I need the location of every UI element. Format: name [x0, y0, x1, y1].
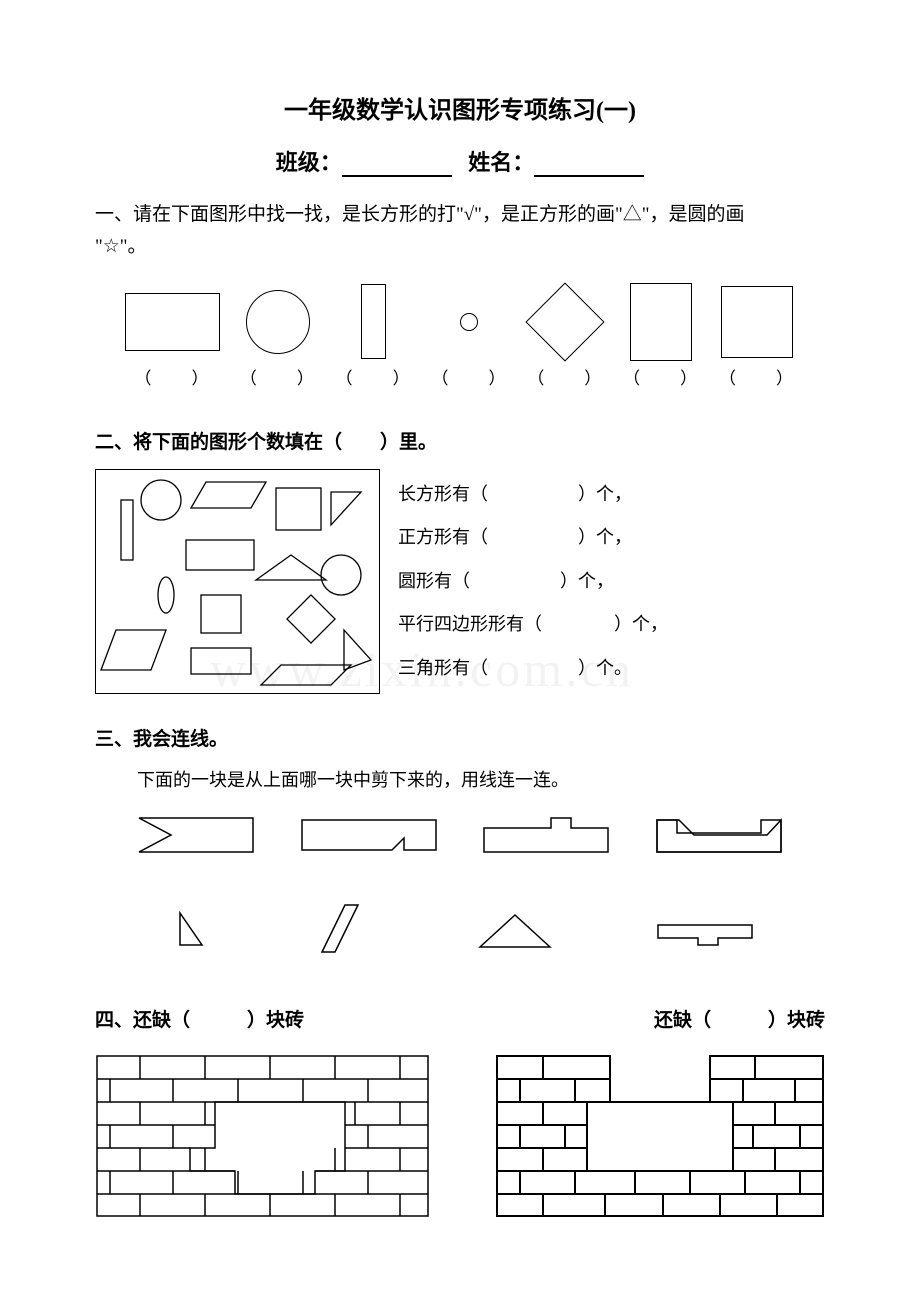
section3-subtext: 下面的一块是从上面哪一块中剪下来的，用线连一连。 — [137, 766, 825, 792]
section3-heading: 三、我会连线。 — [95, 724, 825, 756]
count-rect[interactable]: 长方形有（ ）个， — [398, 481, 825, 508]
section2-content: 长方形有（ ）个， 正方形有（ ）个， 圆形有（ ）个， 平行四边形形有（ ）个… — [95, 469, 825, 694]
paren-6[interactable]: （ ） — [623, 364, 699, 389]
cut-shape-4 — [649, 810, 789, 860]
section4-right-label[interactable]: 还缺（ ）块砖 — [654, 1005, 825, 1032]
shape-item-7: （ ） — [719, 282, 795, 389]
count-circle[interactable]: 圆形有（ ）个， — [398, 568, 825, 595]
wall-left — [95, 1054, 430, 1219]
piece-parallelogram — [310, 900, 380, 960]
cut-shape-2 — [294, 810, 444, 860]
subtitle: 班级： 姓名： — [95, 145, 825, 177]
class-label: 班级： — [276, 150, 342, 175]
shapes-collection-svg — [96, 470, 381, 695]
square-shape — [721, 286, 793, 358]
class-blank[interactable] — [342, 153, 452, 177]
tall-rectangle2-shape — [630, 283, 692, 361]
count-parallel[interactable]: 平行四边形形有（ ）个， — [398, 611, 825, 638]
section1-line1: 一、请在下面图形中找一找，是长方形的打"√"，是正方形的画"△"，是圆的画 — [95, 199, 825, 231]
shape-item-2: （ ） — [240, 282, 316, 389]
tall-rectangle-shape — [361, 284, 386, 359]
section4-left-label[interactable]: 四、还缺（ ）块砖 — [95, 1005, 304, 1032]
paren-7[interactable]: （ ） — [719, 364, 795, 389]
piece-triangle2 — [470, 905, 560, 955]
section3-top-row — [95, 810, 825, 860]
paren-1[interactable]: （ ） — [135, 364, 211, 389]
paren-2[interactable]: （ ） — [240, 364, 316, 389]
count-square[interactable]: 正方形有（ ）个， — [398, 524, 825, 551]
wall-right — [495, 1054, 825, 1219]
section1-text: 一、请在下面图形中找一找，是长方形的打"√"，是正方形的画"△"，是圆的画 "☆… — [95, 199, 825, 264]
shape-item-4: （ ） — [431, 282, 507, 389]
paren-4[interactable]: （ ） — [431, 364, 507, 389]
cut-shape-1 — [131, 810, 261, 860]
small-circle-shape — [460, 313, 478, 331]
count-list: 长方形有（ ）个， 正方形有（ ）个， 圆形有（ ）个， 平行四边形形有（ ）个… — [398, 469, 825, 694]
walls-row — [95, 1054, 825, 1219]
shape-item-5: （ ） — [527, 282, 603, 389]
name-blank[interactable] — [534, 153, 644, 177]
paren-3[interactable]: （ ） — [336, 364, 412, 389]
paren-5[interactable]: （ ） — [527, 364, 603, 389]
shapes-collection-box — [95, 469, 380, 694]
section4-titles: 四、还缺（ ）块砖 还缺（ ）块砖 — [95, 1005, 825, 1032]
piece-triangle — [160, 905, 220, 955]
name-label: 姓名： — [468, 150, 534, 175]
shape-item-6: （ ） — [623, 282, 699, 389]
page-title: 一年级数学认识图形专项练习(一) — [95, 90, 825, 125]
count-triangle[interactable]: 三角形有（ ）个。 — [398, 655, 825, 682]
circle-shape — [246, 290, 310, 354]
shape-item-3: （ ） — [336, 282, 412, 389]
section1-shapes-row: （ ） （ ） （ ） （ ） （ ） （ ） （ ） — [95, 274, 825, 389]
shape-item-1: （ ） — [125, 282, 220, 389]
cut-shape-3 — [476, 810, 616, 860]
rectangle-shape — [125, 293, 220, 351]
section1-line2: "☆"。 — [95, 231, 825, 263]
diamond-shape — [526, 282, 605, 361]
piece-tab — [650, 910, 760, 950]
section3-bottom-row — [95, 900, 825, 960]
section2-heading: 二、将下面的图形个数填在（ ）里。 — [95, 427, 825, 459]
